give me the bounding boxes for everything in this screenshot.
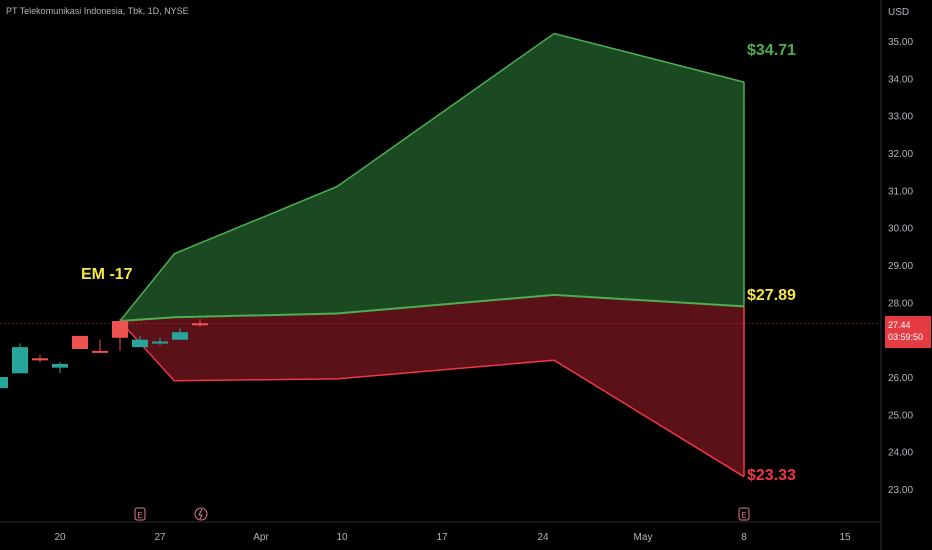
earnings-event-icon xyxy=(738,507,750,521)
mid-range-line xyxy=(119,293,745,322)
candle-body xyxy=(112,321,128,338)
dividend-event-icon xyxy=(194,507,208,521)
currency-label: USD xyxy=(888,7,909,18)
lower-range-fill xyxy=(120,294,744,477)
lower-end-label: $23.33 xyxy=(747,466,796,484)
y-tick-label: 32.00 xyxy=(888,149,913,160)
y-tick-label: 30.00 xyxy=(888,224,913,235)
earnings-event-icon xyxy=(134,507,146,521)
candle-body xyxy=(0,377,8,389)
y-tick-label: 35.00 xyxy=(888,37,913,48)
candle-body xyxy=(72,335,88,349)
x-tick-label: 20 xyxy=(54,532,66,543)
candle-body xyxy=(92,350,108,353)
em-label: EM -17 xyxy=(81,266,133,283)
y-tick-label: 24.00 xyxy=(888,448,913,459)
upper-range-fill xyxy=(120,33,744,321)
x-tick-label: 8 xyxy=(741,532,747,543)
x-tick-label: 27 xyxy=(154,532,166,543)
y-tick-label: 25.00 xyxy=(888,410,913,421)
candle-body xyxy=(172,332,188,340)
candle-body xyxy=(52,363,68,368)
price-countdown: 03:59:50 xyxy=(888,332,924,342)
x-tick-label: Apr xyxy=(253,532,269,543)
candle-body xyxy=(192,323,208,326)
candle-body xyxy=(32,358,48,361)
current-price-tag: 27.44 03:59:50 xyxy=(885,316,931,348)
earnings-event-letter: E xyxy=(741,511,746,520)
y-tick-label: 29.00 xyxy=(888,261,913,272)
y-tick-label: 33.00 xyxy=(888,112,913,123)
candle-body xyxy=(132,339,148,348)
x-tick-label: 15 xyxy=(839,532,851,543)
flash-icon xyxy=(198,508,203,520)
y-tick-label: 28.00 xyxy=(888,298,913,309)
lower-range-line xyxy=(119,320,745,478)
current-price: 27.44 xyxy=(888,320,911,330)
earnings-event-letter: E xyxy=(137,511,142,520)
x-tick-label: May xyxy=(634,532,653,543)
chart-title: PT Telekomunikasi Indonesia, Tbk, 1D, NY… xyxy=(6,6,189,16)
upper-end-label: $34.71 xyxy=(747,41,796,59)
y-tick-label: 26.00 xyxy=(888,373,913,384)
y-tick-label: 23.00 xyxy=(888,485,913,496)
y-tick-label: 31.00 xyxy=(888,186,913,197)
candle-body xyxy=(152,341,168,344)
candle-body xyxy=(12,347,28,374)
x-tick-label: 17 xyxy=(436,532,448,543)
x-tick-label: 24 xyxy=(537,532,549,543)
x-tick-label: 10 xyxy=(336,532,348,543)
y-tick-label: 34.00 xyxy=(888,74,913,85)
mid-end-label: $27.89 xyxy=(747,286,796,304)
upper-range-line xyxy=(119,32,745,322)
